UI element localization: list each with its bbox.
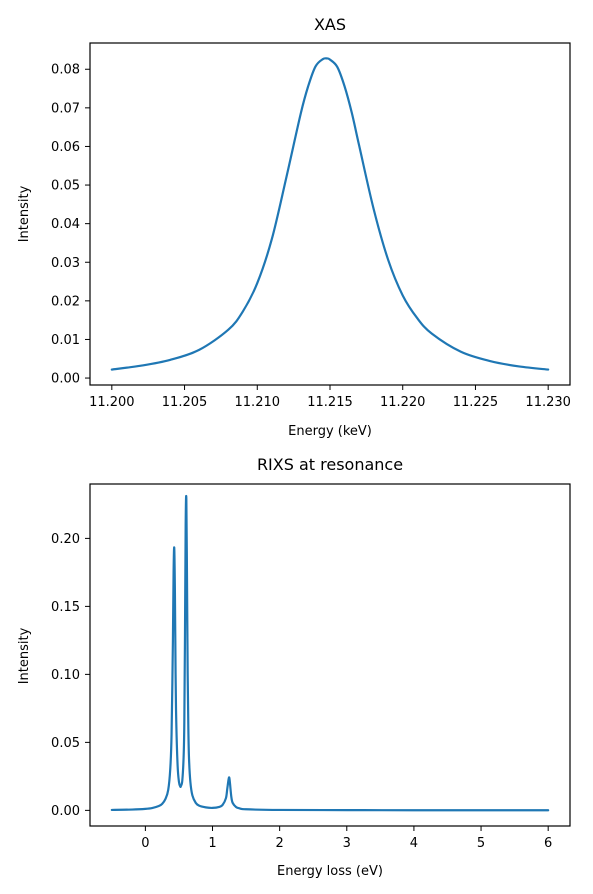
xas-y-tick-label: 0.07 xyxy=(51,101,80,116)
xas-xlabel: Energy (keV) xyxy=(288,424,372,439)
xas-y-tick-label: 0.02 xyxy=(51,294,80,309)
rixs-x-tick-label: 4 xyxy=(410,836,418,851)
rixs-y-tick-label: 0.10 xyxy=(51,668,80,683)
xas-x-tick-label: 11.225 xyxy=(453,395,499,410)
rixs-y-tick-label: 0.00 xyxy=(51,804,80,819)
rixs-x-tick-label: 1 xyxy=(208,836,216,851)
xas-y-tick-label: 0.05 xyxy=(51,179,80,194)
xas-series-line xyxy=(110,57,550,371)
xas-x-tick-label: 11.230 xyxy=(525,395,571,410)
rixs-x-ticks: 0 1 2 3 4 5 6 xyxy=(141,826,552,851)
rixs-x-tick-label: 2 xyxy=(276,836,284,851)
xas-x-tick-label: 11.200 xyxy=(89,395,135,410)
rixs-plot-frame xyxy=(89,483,571,827)
xas-x-tick-label: 11.220 xyxy=(380,395,426,410)
xas-y-tick-label: 0.08 xyxy=(51,63,80,78)
rixs-x-tick-label: 0 xyxy=(141,836,149,851)
xas-chart: XAS Intensity Energy (keV) 11.200 11.205 1… xyxy=(17,15,571,439)
rixs-y-tick-label: 0.15 xyxy=(51,600,80,615)
rixs-series-line xyxy=(110,494,550,812)
rixs-x-tick-label: 6 xyxy=(544,836,552,851)
rixs-y-tick-label: 0.05 xyxy=(51,736,80,751)
rixs-x-tick-label: 5 xyxy=(477,836,485,851)
xas-x-tick-label: 11.215 xyxy=(307,395,353,410)
xas-x-tick-label: 11.210 xyxy=(235,395,281,410)
rixs-title: RIXS at resonance xyxy=(257,455,403,474)
xas-plot-frame xyxy=(89,42,571,386)
xas-y-tick-label: 0.01 xyxy=(51,333,80,348)
xas-y-tick-label: 0.00 xyxy=(51,372,80,387)
xas-x-ticks: 11.200 11.205 11.210 11.215 11.220 11.225 11.2… xyxy=(89,385,571,410)
rixs-ylabel: Intensity xyxy=(17,627,32,684)
xas-title: XAS xyxy=(314,15,346,34)
rixs-x-tick-label: 3 xyxy=(343,836,351,851)
rixs-chart: RIXS at resonance Intensity Energy loss … xyxy=(17,455,571,879)
xas-y-tick-label: 0.03 xyxy=(51,256,80,271)
xas-y-tick-label: 0.06 xyxy=(51,140,80,155)
rixs-xlabel: Energy loss (eV) xyxy=(277,864,383,879)
xas-ylabel: Intensity xyxy=(17,185,32,242)
xas-y-ticks: 0.00 0.01 0.02 0.03 0.04 0.05 0.06 0.07 0.08 xyxy=(51,63,90,387)
rixs-y-tick-label: 0.20 xyxy=(51,532,80,547)
xas-y-tick-label: 0.04 xyxy=(51,217,80,232)
rixs-y-ticks: 0.00 0.05 0.10 0.15 0.20 xyxy=(51,532,90,819)
xas-x-tick-label: 11.205 xyxy=(162,395,208,410)
